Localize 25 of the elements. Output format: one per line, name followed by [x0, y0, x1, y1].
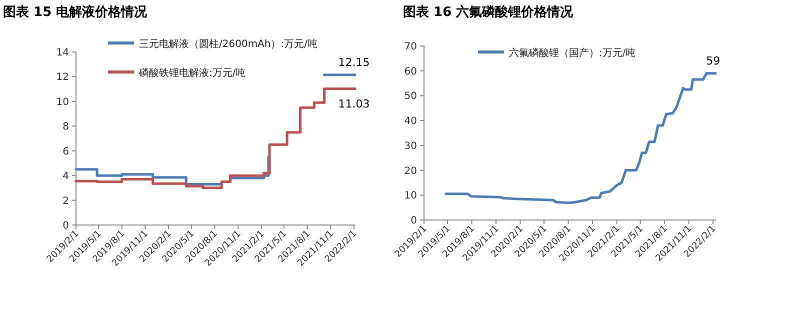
annotation: 12.15: [338, 56, 370, 69]
y-tick-label: 14: [56, 48, 69, 58]
y-tick-label: 12: [56, 72, 69, 84]
annotation: 59: [706, 54, 720, 68]
y-tick-label: 6: [62, 146, 69, 158]
y-tick-label: 40: [404, 116, 417, 128]
chart-title: 图表 15 电解液价格情况: [3, 4, 148, 20]
y-tick-label: 60: [404, 66, 417, 78]
y-tick-label: 2: [62, 196, 69, 207]
legend-label: 三元电解液（圆柱/2600mAh）:万元/吨: [139, 38, 318, 50]
legend-label: 磷酸铁锂电解液:万元/吨: [138, 67, 246, 79]
y-tick-label: 4: [62, 171, 69, 182]
y-tick-label: 30: [404, 140, 417, 152]
y-tick-label: 8: [62, 122, 69, 133]
y-tick-label: 10: [56, 96, 69, 108]
y-tick-label: 70: [404, 42, 417, 52]
legend-label: 六氟磷酸锂（国产）:万元/吨: [509, 47, 636, 59]
y-tick-label: 0: [410, 216, 417, 226]
annotation: 11.03: [338, 98, 370, 111]
y-tick-label: 50: [404, 91, 417, 102]
line-series: [444, 72, 717, 204]
y-tick-label: 0: [62, 220, 69, 232]
y-tick-label: 20: [404, 166, 417, 177]
chart-title: 图表 16 六氟磷酸锂价格情况: [403, 4, 574, 20]
y-tick-label: 10: [404, 190, 417, 202]
